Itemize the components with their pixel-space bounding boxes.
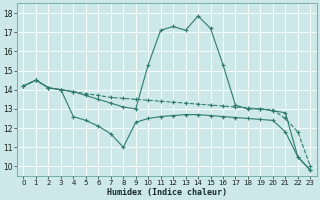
X-axis label: Humidex (Indice chaleur): Humidex (Indice chaleur): [107, 188, 227, 197]
